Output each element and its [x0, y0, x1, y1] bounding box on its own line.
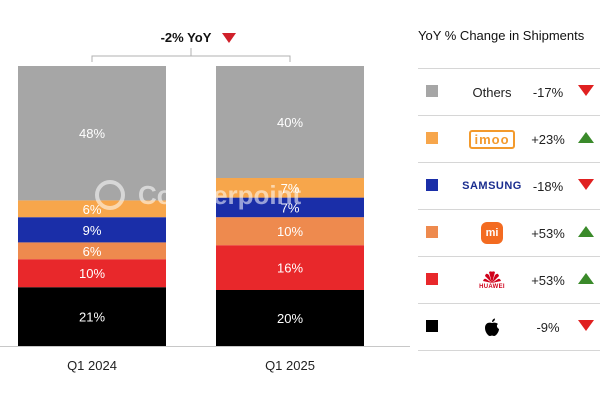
data-label: 16%: [277, 261, 303, 276]
legend-swatch: [426, 226, 438, 238]
data-label: 20%: [277, 311, 303, 326]
up-arrow-icon: [578, 273, 594, 284]
legend-change-value: -9%: [536, 319, 560, 335]
legend-row: SAMSUNG -18%: [418, 163, 600, 210]
bar-segment-imoo-1: [216, 178, 364, 198]
imoo-logo: imoo: [448, 116, 536, 162]
up-arrow-icon: [578, 226, 594, 237]
legend-label: Others: [448, 69, 536, 115]
bar-segment-xiaomi-0: [18, 242, 166, 260]
huawei-logo-mark: HUAWEI: [479, 270, 505, 290]
data-label: 10%: [277, 224, 303, 239]
up-arrow-icon: [578, 132, 594, 143]
watermark-logo: Counterpoint: [138, 180, 302, 210]
legend-change-value: -17%: [532, 84, 564, 100]
down-arrow-icon: [578, 320, 594, 331]
huawei-logo-text: HUAWEI: [479, 284, 505, 290]
bar-segment-huawei-0: [18, 259, 166, 288]
legend-row: HUAWEI +53%: [418, 257, 600, 304]
bar-segment-imoo-0: [18, 200, 166, 218]
x-tick-label: Q1 2024: [67, 358, 117, 373]
legend-row: imoo +23%: [418, 116, 600, 163]
data-label: 10%: [79, 266, 105, 281]
data-label: 9%: [83, 223, 102, 238]
legend-label-text: Others: [472, 84, 512, 100]
huawei-petals-icon: [483, 271, 501, 283]
yoy-total-label: -2% YoY: [161, 30, 212, 45]
legend-row: mi +53%: [418, 210, 600, 257]
yoy-down-arrow-icon: [222, 33, 236, 43]
data-label: 6%: [83, 244, 102, 259]
x-tick-label: Q1 2025: [265, 358, 315, 373]
bar-segment-huawei-1: [216, 245, 364, 290]
apple-logo-icon: [485, 318, 499, 336]
watermark-icon: [95, 180, 125, 210]
data-label: 6%: [83, 202, 102, 217]
bar-segment-apple-1: [216, 290, 364, 346]
apple-logo: [448, 304, 536, 350]
bar-segment-xiaomi-1: [216, 217, 364, 246]
legend-change-value: +53%: [531, 225, 565, 241]
legend-swatch: [426, 320, 438, 332]
legend-title: YoY % Change in Shipments: [418, 28, 585, 43]
xiaomi-logo: mi: [448, 210, 536, 256]
data-label: 7%: [281, 200, 300, 215]
legend-swatch: [426, 179, 438, 191]
legend-row: -9%: [418, 304, 600, 351]
legend-swatch: [426, 132, 438, 144]
data-label: 21%: [79, 310, 105, 325]
bar-segment-samsung-0: [18, 217, 166, 243]
bar-segment-samsung-1: [216, 197, 364, 218]
stacked-bar-chart: 21% 10% 6% 9% 6% 48% Q1 2024 20% 16% 10% 7% 7% 40% Q1…: [0, 30, 410, 373]
legend: Others -17% imoo +23% SAMSUNG -18% mi +53% HUAWE…: [418, 68, 600, 351]
legend-swatch: [426, 85, 438, 97]
legend-change-value: +53%: [531, 272, 565, 288]
legend-row: Others -17%: [418, 68, 600, 116]
down-arrow-icon: [578, 85, 594, 96]
bar-segment-others-1: [216, 66, 364, 178]
legend-change-value: -18%: [532, 178, 564, 194]
yoy-bracket: [91, 55, 291, 62]
bar-segment-apple-0: [18, 287, 166, 346]
huawei-logo: HUAWEI: [448, 257, 536, 303]
imoo-logo-text: imoo: [469, 129, 515, 149]
down-arrow-icon: [578, 179, 594, 190]
data-label: 7%: [281, 181, 300, 196]
samsung-logo-text: SAMSUNG: [462, 180, 522, 192]
samsung-logo: SAMSUNG: [448, 163, 536, 209]
data-label: 48%: [79, 126, 105, 141]
legend-change-value: +23%: [531, 131, 565, 147]
xiaomi-logo-mark: mi: [481, 222, 503, 244]
bar-segment-others-0: [18, 66, 166, 201]
data-label: 40%: [277, 115, 303, 130]
legend-swatch: [426, 273, 438, 285]
